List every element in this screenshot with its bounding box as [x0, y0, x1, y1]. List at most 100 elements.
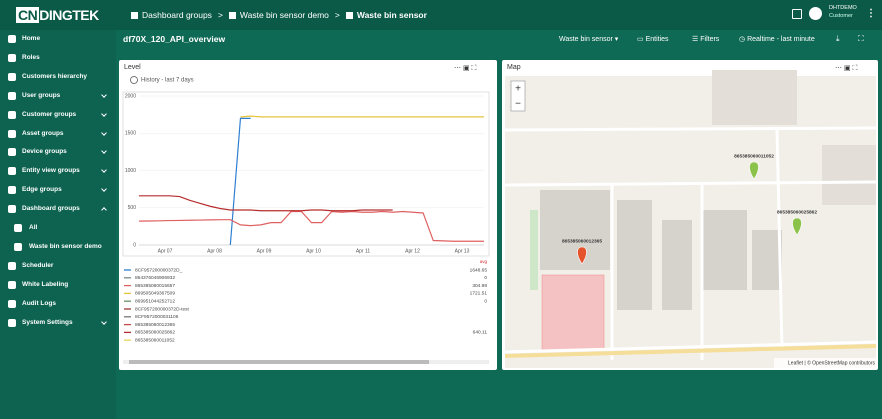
timewindow-label: Realtime - last minute: [747, 36, 815, 43]
nav-chevron: [101, 186, 107, 193]
fullscreen-icon[interactable]: [792, 9, 802, 19]
legend-value: 304.98: [472, 283, 487, 289]
nav-label: System Settings: [22, 318, 73, 326]
nav-item[interactable]: Customer groups: [0, 106, 116, 124]
attribution: Leaflet | © OpenStreetMap contributors: [788, 359, 875, 366]
nav-item[interactable]: All: [0, 219, 116, 237]
map-marker[interactable]: [577, 246, 587, 265]
nav-chevron: [101, 148, 107, 155]
nav-item[interactable]: Roles: [0, 49, 116, 67]
alias-label: Waste bin sensor: [559, 36, 613, 43]
nav-item[interactable]: Asset groups: [0, 125, 116, 143]
nav-label: Roles: [22, 53, 40, 61]
attribution-bg: [774, 358, 876, 368]
nav-icon: [8, 280, 16, 289]
nav-item[interactable]: Customers hierarchy: [0, 68, 116, 86]
widget-title: Map: [507, 64, 521, 71]
nav-label: Scheduler: [22, 261, 54, 269]
zoom-in[interactable]: +: [515, 84, 521, 95]
nav-chevron: [101, 318, 107, 325]
user-name: DHTDEMO: [829, 5, 857, 11]
nav-chevron: [101, 167, 107, 174]
menu-icon[interactable]: ⋮: [866, 8, 876, 19]
y-tick-label: 1000: [125, 168, 136, 174]
nav-item[interactable]: User groups: [0, 87, 116, 105]
nav-icon: [8, 148, 16, 157]
map-area-pink: [541, 274, 605, 351]
map-widget: Map ⋯ ▣ ⛶ + − Leaflet | © OpenStreetMap …: [502, 60, 878, 370]
legend-value: 0: [484, 298, 487, 304]
legend-label[interactable]: 865385060015657: [135, 283, 175, 289]
crumb-separator: >: [217, 10, 223, 20]
scroll-thumb[interactable]: [129, 360, 429, 364]
zoom-out[interactable]: −: [515, 99, 521, 110]
filters-button[interactable]: ☰ Filters: [692, 36, 720, 43]
nav-item[interactable]: Home: [0, 30, 116, 48]
entities-label: Entities: [645, 36, 669, 43]
entities-button[interactable]: ▭ Entities: [637, 36, 669, 43]
nav-item[interactable]: Dashboard groups: [0, 200, 116, 218]
nav-item[interactable]: System Settings: [0, 314, 116, 332]
main-road: [504, 344, 877, 358]
legend-header: avg: [480, 259, 488, 264]
nav-item[interactable]: White Labeling: [0, 276, 116, 294]
nav-icon: [8, 318, 16, 327]
map-marker[interactable]: [749, 161, 759, 180]
clock-icon: [130, 76, 138, 84]
widget-actions[interactable]: ⋯ ▣ ⛶: [835, 64, 858, 72]
legend-label[interactable]: 864376046906932: [135, 275, 175, 281]
download-icon[interactable]: ⤓: [836, 34, 840, 43]
nav-label: User groups: [22, 91, 61, 99]
nav-icon: [8, 129, 16, 138]
legend-label[interactable]: 8CF957200003110​6: [135, 314, 179, 320]
crumb[interactable]: Waste bin sensor: [356, 10, 427, 20]
series-line: [229, 117, 251, 246]
legend-label[interactable]: 865385060025862: [135, 330, 175, 336]
nav-item[interactable]: Entity view groups: [0, 162, 116, 180]
nav-label: Home: [22, 35, 41, 42]
legend-label[interactable]: 865385060011052: [135, 337, 175, 343]
series-line: [139, 195, 393, 212]
nav-label: Edge groups: [22, 186, 62, 194]
legend-label[interactable]: 8CF957200000372D-test: [135, 306, 190, 312]
nav-item[interactable]: Edge groups: [0, 181, 116, 199]
legend-label[interactable]: 869505049367509: [135, 291, 175, 297]
x-tick-label: Apr 11: [356, 248, 371, 254]
crumb-icon: [228, 12, 236, 19]
nav-item[interactable]: Audit Logs: [0, 295, 116, 313]
avatar[interactable]: [809, 7, 822, 20]
dashboard-title: df70X_120_API_overview: [123, 34, 226, 44]
nav-icon: [8, 91, 16, 100]
nav-item[interactable]: Scheduler: [0, 257, 116, 275]
nav-icon: [8, 167, 16, 176]
timewindow-button[interactable]: ◷ Realtime - last minute: [739, 36, 815, 43]
legend-label[interactable]: 8CF957200000372D_: [135, 267, 183, 273]
widget-actions[interactable]: ⋯ ▣ ⛶: [454, 64, 477, 72]
nav-label: Waste bin sensor demo: [29, 242, 102, 250]
y-tick-label: 0: [133, 242, 136, 248]
expand-icon[interactable]: ⛶: [858, 34, 864, 43]
legend-label[interactable]: 869951044252712: [135, 298, 175, 304]
y-tick-label: 500: [128, 205, 137, 211]
user-role: Customer: [829, 13, 853, 19]
legend-value: 640.11: [473, 330, 488, 336]
nav-chevron: [101, 129, 107, 136]
logo[interactable]: CN DINGTEK: [16, 7, 99, 23]
legend-label[interactable]: 865385060012365: [135, 322, 175, 328]
crumb[interactable]: Dashboard groups: [142, 10, 212, 20]
logo-prefix: CN: [16, 7, 40, 23]
nav-chevron: [101, 110, 107, 117]
nav-item[interactable]: Device groups: [0, 143, 116, 161]
map-marker[interactable]: [792, 217, 802, 236]
crumb-separator: >: [334, 10, 340, 20]
x-tick-label: Apr 08: [207, 248, 222, 254]
x-tick-label: Apr 13: [455, 248, 470, 254]
nav-icon: [14, 224, 22, 232]
x-tick-label: Apr 09: [257, 248, 272, 254]
entity-alias[interactable]: Waste bin sensor ▾: [559, 36, 619, 43]
widget-title: Level: [124, 64, 141, 71]
sidebar: Home Roles Customers hierarchy User groups C…: [0, 30, 116, 419]
nav-item[interactable]: Waste bin sensor demo: [0, 238, 116, 256]
marker-label: 865385060025862: [777, 209, 817, 215]
crumb[interactable]: Waste bin sensor demo: [239, 10, 329, 20]
